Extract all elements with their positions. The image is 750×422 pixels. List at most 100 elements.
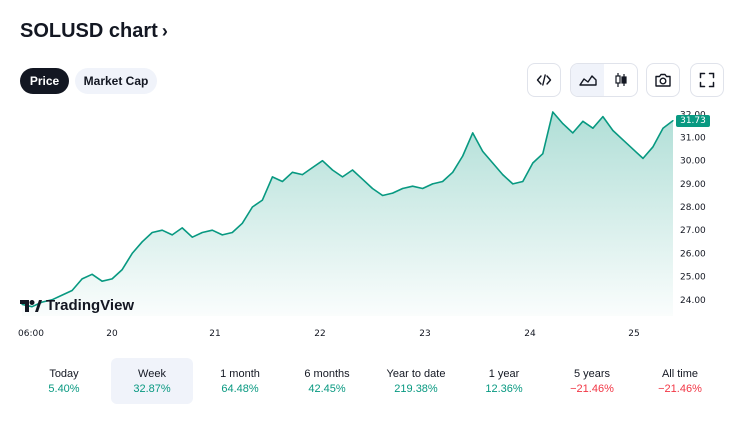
period-5-years[interactable]: 5 years −21.46% <box>551 358 633 404</box>
period-label: 5 years <box>573 367 611 380</box>
y-tick-label: 25.00 <box>680 273 706 283</box>
price-point <box>562 122 564 125</box>
price-point <box>381 194 384 197</box>
period-label: 1 year <box>488 367 520 380</box>
price-point <box>572 132 574 134</box>
price-point <box>121 269 123 271</box>
period-change-value: −21.46% <box>570 382 614 395</box>
y-tick-label: 26.00 <box>680 249 706 259</box>
period-change-value: 12.36% <box>485 382 523 395</box>
last-price-label: 31.73 <box>676 114 710 127</box>
snapshot-button[interactable] <box>646 63 680 97</box>
price-point <box>311 167 314 169</box>
candles-chart-icon <box>614 73 627 87</box>
candles-chart-button[interactable] <box>604 64 637 96</box>
price-point <box>31 306 33 308</box>
price-point <box>552 111 554 113</box>
price-point <box>492 162 494 164</box>
area-chart-button[interactable] <box>571 64 604 96</box>
y-tick-label: 24.00 <box>680 296 706 306</box>
price-chart-svg: 24.00 25.00 26.00 27.00 28.00 29.00 30.00 31.00… <box>18 110 706 339</box>
x-tick-label: 23 <box>419 329 430 339</box>
price-point <box>632 148 634 150</box>
fullscreen-button[interactable] <box>690 63 724 97</box>
period-year-to-date[interactable]: Year to date 219.38% <box>375 358 457 404</box>
area-chart-icon <box>578 75 597 86</box>
period-label: 6 months <box>304 367 350 380</box>
chart-title-link[interactable]: SOLUSD chart › <box>20 20 168 43</box>
price-point <box>131 252 133 255</box>
period-label: 1 month <box>220 367 260 380</box>
price-point <box>672 119 674 122</box>
price-point <box>171 234 173 236</box>
chart-type-group <box>570 63 638 97</box>
x-tick-label: 24 <box>524 329 536 339</box>
price-point <box>41 301 43 303</box>
period-all-time[interactable]: All time −21.46% <box>639 358 721 404</box>
period-week[interactable]: Week 32.87% <box>111 358 193 404</box>
tab-price[interactable]: Price <box>20 68 69 94</box>
price-point <box>452 171 454 173</box>
period-1-month[interactable]: 1 month 64.48% <box>199 358 281 404</box>
tab-market-cap[interactable]: Market Cap <box>75 68 157 94</box>
x-tick-label: 06:00 <box>18 329 44 339</box>
price-point <box>181 227 183 229</box>
price-point <box>391 192 394 194</box>
y-tick-label: 30.00 <box>680 157 706 167</box>
period-label: Week <box>138 367 166 380</box>
price-point <box>151 231 153 234</box>
price-point <box>662 127 664 129</box>
period-6-months[interactable]: 6 months 42.45% <box>286 358 368 404</box>
price-point <box>161 229 163 231</box>
price-point <box>462 155 464 157</box>
price-point <box>211 229 213 231</box>
price-point <box>412 185 414 187</box>
fullscreen-icon <box>699 72 715 88</box>
price-area-fill <box>22 112 673 316</box>
price-point <box>361 178 364 180</box>
price-point <box>351 169 354 171</box>
price-point <box>191 236 193 238</box>
y-tick-label: 29.00 <box>680 180 706 190</box>
price-point <box>281 180 283 183</box>
price-point <box>101 280 103 282</box>
period-change-value: 219.38% <box>394 382 438 395</box>
price-point <box>91 273 93 275</box>
tradingview-logo[interactable]: TradingView <box>20 297 134 314</box>
price-point <box>291 171 294 173</box>
price-point <box>512 183 514 185</box>
price-point <box>271 176 273 178</box>
price-point <box>21 303 23 306</box>
price-point <box>231 231 233 234</box>
price-point <box>622 139 624 141</box>
price-point <box>141 241 143 243</box>
price-point <box>652 146 654 148</box>
price-point <box>401 187 404 190</box>
page-title: SOLUSD chart <box>20 20 158 42</box>
period-change-value: −21.46% <box>658 382 702 395</box>
price-point <box>592 127 594 129</box>
x-tick-label: 22 <box>314 329 325 339</box>
price-point <box>522 180 524 183</box>
embed-code-button[interactable] <box>527 63 561 97</box>
price-point <box>241 222 243 224</box>
y-tick-label: 28.00 <box>680 203 706 213</box>
camera-icon <box>655 73 671 87</box>
price-line <box>21 111 674 308</box>
period-label: All time <box>661 367 699 380</box>
price-chart[interactable]: 24.00 25.00 26.00 27.00 28.00 29.00 30.00 31.00… <box>0 104 750 344</box>
price-point <box>81 278 83 280</box>
price-point <box>321 160 324 162</box>
price-point <box>422 187 424 190</box>
logo-text: TradingView <box>46 297 135 314</box>
price-point <box>612 129 614 132</box>
period-label: Year to date <box>386 367 446 380</box>
price-point <box>261 199 263 201</box>
price-point <box>61 294 63 296</box>
period-1-year[interactable]: 1 year 12.36% <box>463 358 545 404</box>
performance-periods: Today 5.40% Week 32.87% 1 month 64.48% 6 month… <box>0 358 750 404</box>
x-tick-label: 25 <box>628 329 639 339</box>
y-tick-label: 27.00 <box>680 226 706 236</box>
tradingview-logo-icon <box>20 299 42 312</box>
period-today[interactable]: Today 5.40% <box>23 358 105 404</box>
